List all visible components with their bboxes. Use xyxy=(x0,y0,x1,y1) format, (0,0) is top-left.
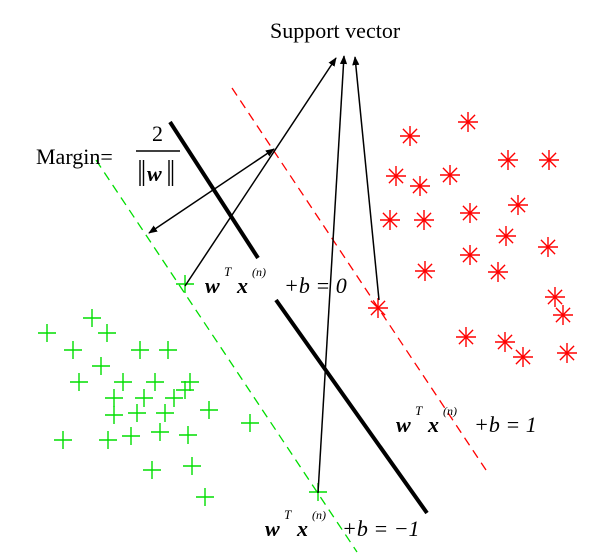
negative-class-point xyxy=(54,431,72,449)
negative-class-point xyxy=(196,488,214,506)
negative-class-point xyxy=(241,414,259,432)
eq-neg-w: w xyxy=(265,516,280,541)
negative-class-point xyxy=(176,381,194,399)
negative-class-point xyxy=(181,373,199,391)
positive-class-point xyxy=(386,166,406,186)
negative-class-point xyxy=(70,373,88,391)
eq-pos-T: T xyxy=(415,403,423,418)
support-vector-label: Support vector xyxy=(270,18,401,43)
margin-w: w xyxy=(147,161,162,186)
positive-class-point xyxy=(410,176,430,196)
negative-class-point xyxy=(159,341,177,359)
equation-decision-boundary: w T x (n) +b = 0 xyxy=(205,264,347,298)
eq-pos-rhs: +b = 1 xyxy=(474,412,537,437)
positive-class-point xyxy=(414,210,434,230)
negative-class-point xyxy=(128,404,146,422)
positive-class-point xyxy=(458,112,478,132)
negative-class-point xyxy=(176,275,194,293)
eq-center-w: w xyxy=(205,273,220,298)
eq-pos-n: (n) xyxy=(443,404,457,418)
negative-class-point xyxy=(151,423,169,441)
negative-class-point xyxy=(146,373,164,391)
positive-class-point xyxy=(508,195,528,215)
eq-center-n: (n) xyxy=(252,265,266,279)
positive-class-point xyxy=(460,203,480,223)
positive-class-point xyxy=(539,150,559,170)
positive-class-point xyxy=(460,245,480,265)
eq-neg-n: (n) xyxy=(312,508,326,522)
negative-class-point xyxy=(122,427,140,445)
support-vector-arrow-green-top xyxy=(184,57,337,287)
negative-class-point xyxy=(64,341,82,359)
eq-center-x: x xyxy=(236,273,248,298)
negative-class-point xyxy=(105,389,123,407)
positive-class-point xyxy=(557,343,577,363)
margin-numerator: 2 xyxy=(152,121,163,146)
positive-class-point xyxy=(538,237,558,257)
positive-class-point xyxy=(553,305,573,325)
negative-class-point xyxy=(98,324,116,342)
positive-class-point xyxy=(400,126,420,146)
positive-class-point xyxy=(498,150,518,170)
negative-class-point xyxy=(131,341,149,359)
eq-neg-T: T xyxy=(284,507,292,522)
negative-class-point xyxy=(165,389,183,407)
negative-class-point xyxy=(114,373,132,391)
eq-neg-rhs: +b = −1 xyxy=(342,516,420,541)
negative-class-point xyxy=(38,324,56,342)
negative-class-point xyxy=(99,431,117,449)
eq-pos-w: w xyxy=(396,412,411,437)
negative-class-point xyxy=(92,357,110,375)
negative-class-point xyxy=(83,309,101,327)
equation-negative-margin: w T x (n) +b = −1 xyxy=(265,507,420,541)
positive-class-point xyxy=(495,332,515,352)
positive-class-point xyxy=(488,262,508,282)
positive-class-point xyxy=(368,298,388,318)
eq-pos-x: x xyxy=(427,412,439,437)
positive-class-point xyxy=(545,287,565,307)
negative-class-point xyxy=(143,461,161,479)
negative-class-point xyxy=(183,457,201,475)
negative-class-point xyxy=(179,426,197,444)
margin-arrow xyxy=(148,148,275,234)
positive-class-point xyxy=(496,226,516,246)
positive-class-points xyxy=(368,112,577,367)
negative-margin-line xyxy=(95,159,358,553)
decision-boundary-lower xyxy=(274,298,429,515)
positive-class-point xyxy=(456,327,476,347)
positive-class-point xyxy=(440,165,460,185)
negative-class-point xyxy=(135,389,153,407)
margin-prefix: Margin= xyxy=(36,144,113,169)
negative-class-point xyxy=(156,404,174,422)
support-vector-arrow-red xyxy=(352,56,380,301)
arrows xyxy=(148,55,380,494)
eq-center-T: T xyxy=(224,264,232,279)
negative-class-point xyxy=(200,401,218,419)
positive-class-point xyxy=(380,210,400,230)
eq-center-rhs: +b = 0 xyxy=(284,273,347,298)
support-vector-arrow-green-bottom xyxy=(317,55,348,494)
positive-class-point xyxy=(415,261,435,281)
negative-class-point xyxy=(105,406,123,424)
hyperplanes xyxy=(95,87,487,553)
eq-neg-x: x xyxy=(296,516,308,541)
positive-class-point xyxy=(513,347,533,367)
equation-positive-margin: w T x (n) +b = 1 xyxy=(396,403,537,437)
margin-formula: Margin= 2 w xyxy=(36,121,180,186)
